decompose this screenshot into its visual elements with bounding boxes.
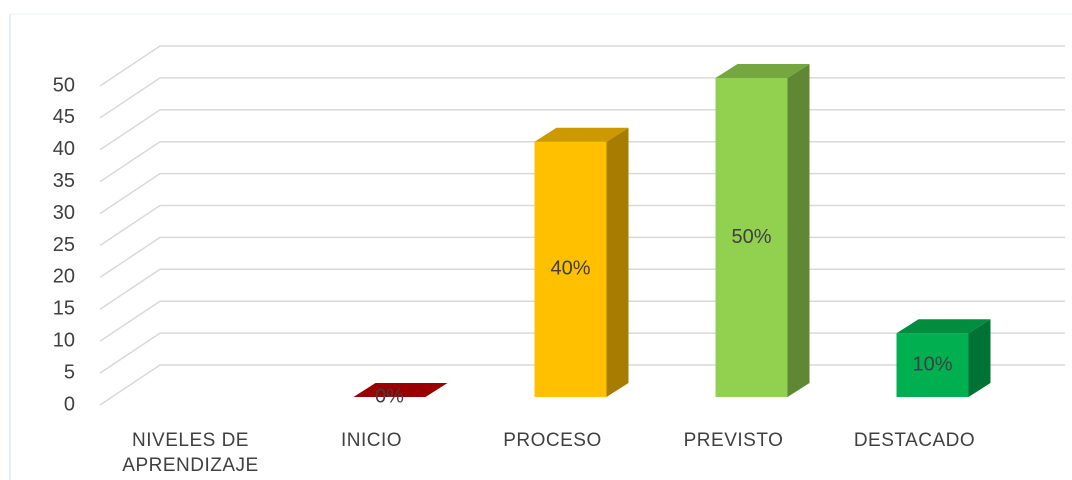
x-tick-label: DESTACADO: [853, 430, 976, 451]
y-tick-label: 0: [64, 393, 75, 415]
bar-top: [353, 383, 448, 397]
y-tick-label: 45: [53, 106, 75, 128]
bar: [353, 383, 448, 397]
y-tick-label: 5: [64, 361, 75, 383]
y-tick-label: 50: [53, 74, 75, 96]
y-tick-label: 20: [53, 266, 75, 288]
bar-front: [715, 78, 788, 397]
bar-side: [606, 127, 629, 398]
bar-front: [896, 333, 969, 397]
bar-side: [968, 319, 991, 397]
value-label: 10%: [912, 353, 952, 375]
y-tick-label: 15: [53, 298, 75, 320]
y-tick-label: 10: [53, 329, 75, 351]
bar-side: [787, 64, 810, 397]
bar-top: [896, 319, 991, 334]
bar-front: [534, 141, 607, 397]
bar-top: [715, 64, 810, 78]
value-label: 50%: [731, 226, 771, 248]
grid-line: [99, 77, 1065, 119]
value-label: 40%: [550, 258, 590, 280]
x-tick-label: INICIO: [340, 430, 403, 451]
bar: [896, 319, 991, 397]
bar-top: [534, 127, 629, 142]
y-tick-label: 25: [53, 234, 75, 256]
value-label: 0%: [375, 385, 404, 407]
y-tick-label: 35: [53, 170, 75, 192]
x-tick-label: PREVISTO: [683, 430, 784, 451]
x-tick-label: NIVELES DE APRENDIZAJE: [122, 430, 259, 476]
y-tick-label: 30: [53, 202, 75, 224]
grid-line: [99, 45, 1065, 87]
y-tick-label: 40: [53, 138, 75, 160]
x-tick-label: PROCESO: [503, 430, 602, 451]
bar: [715, 64, 810, 397]
bar: [534, 127, 629, 398]
